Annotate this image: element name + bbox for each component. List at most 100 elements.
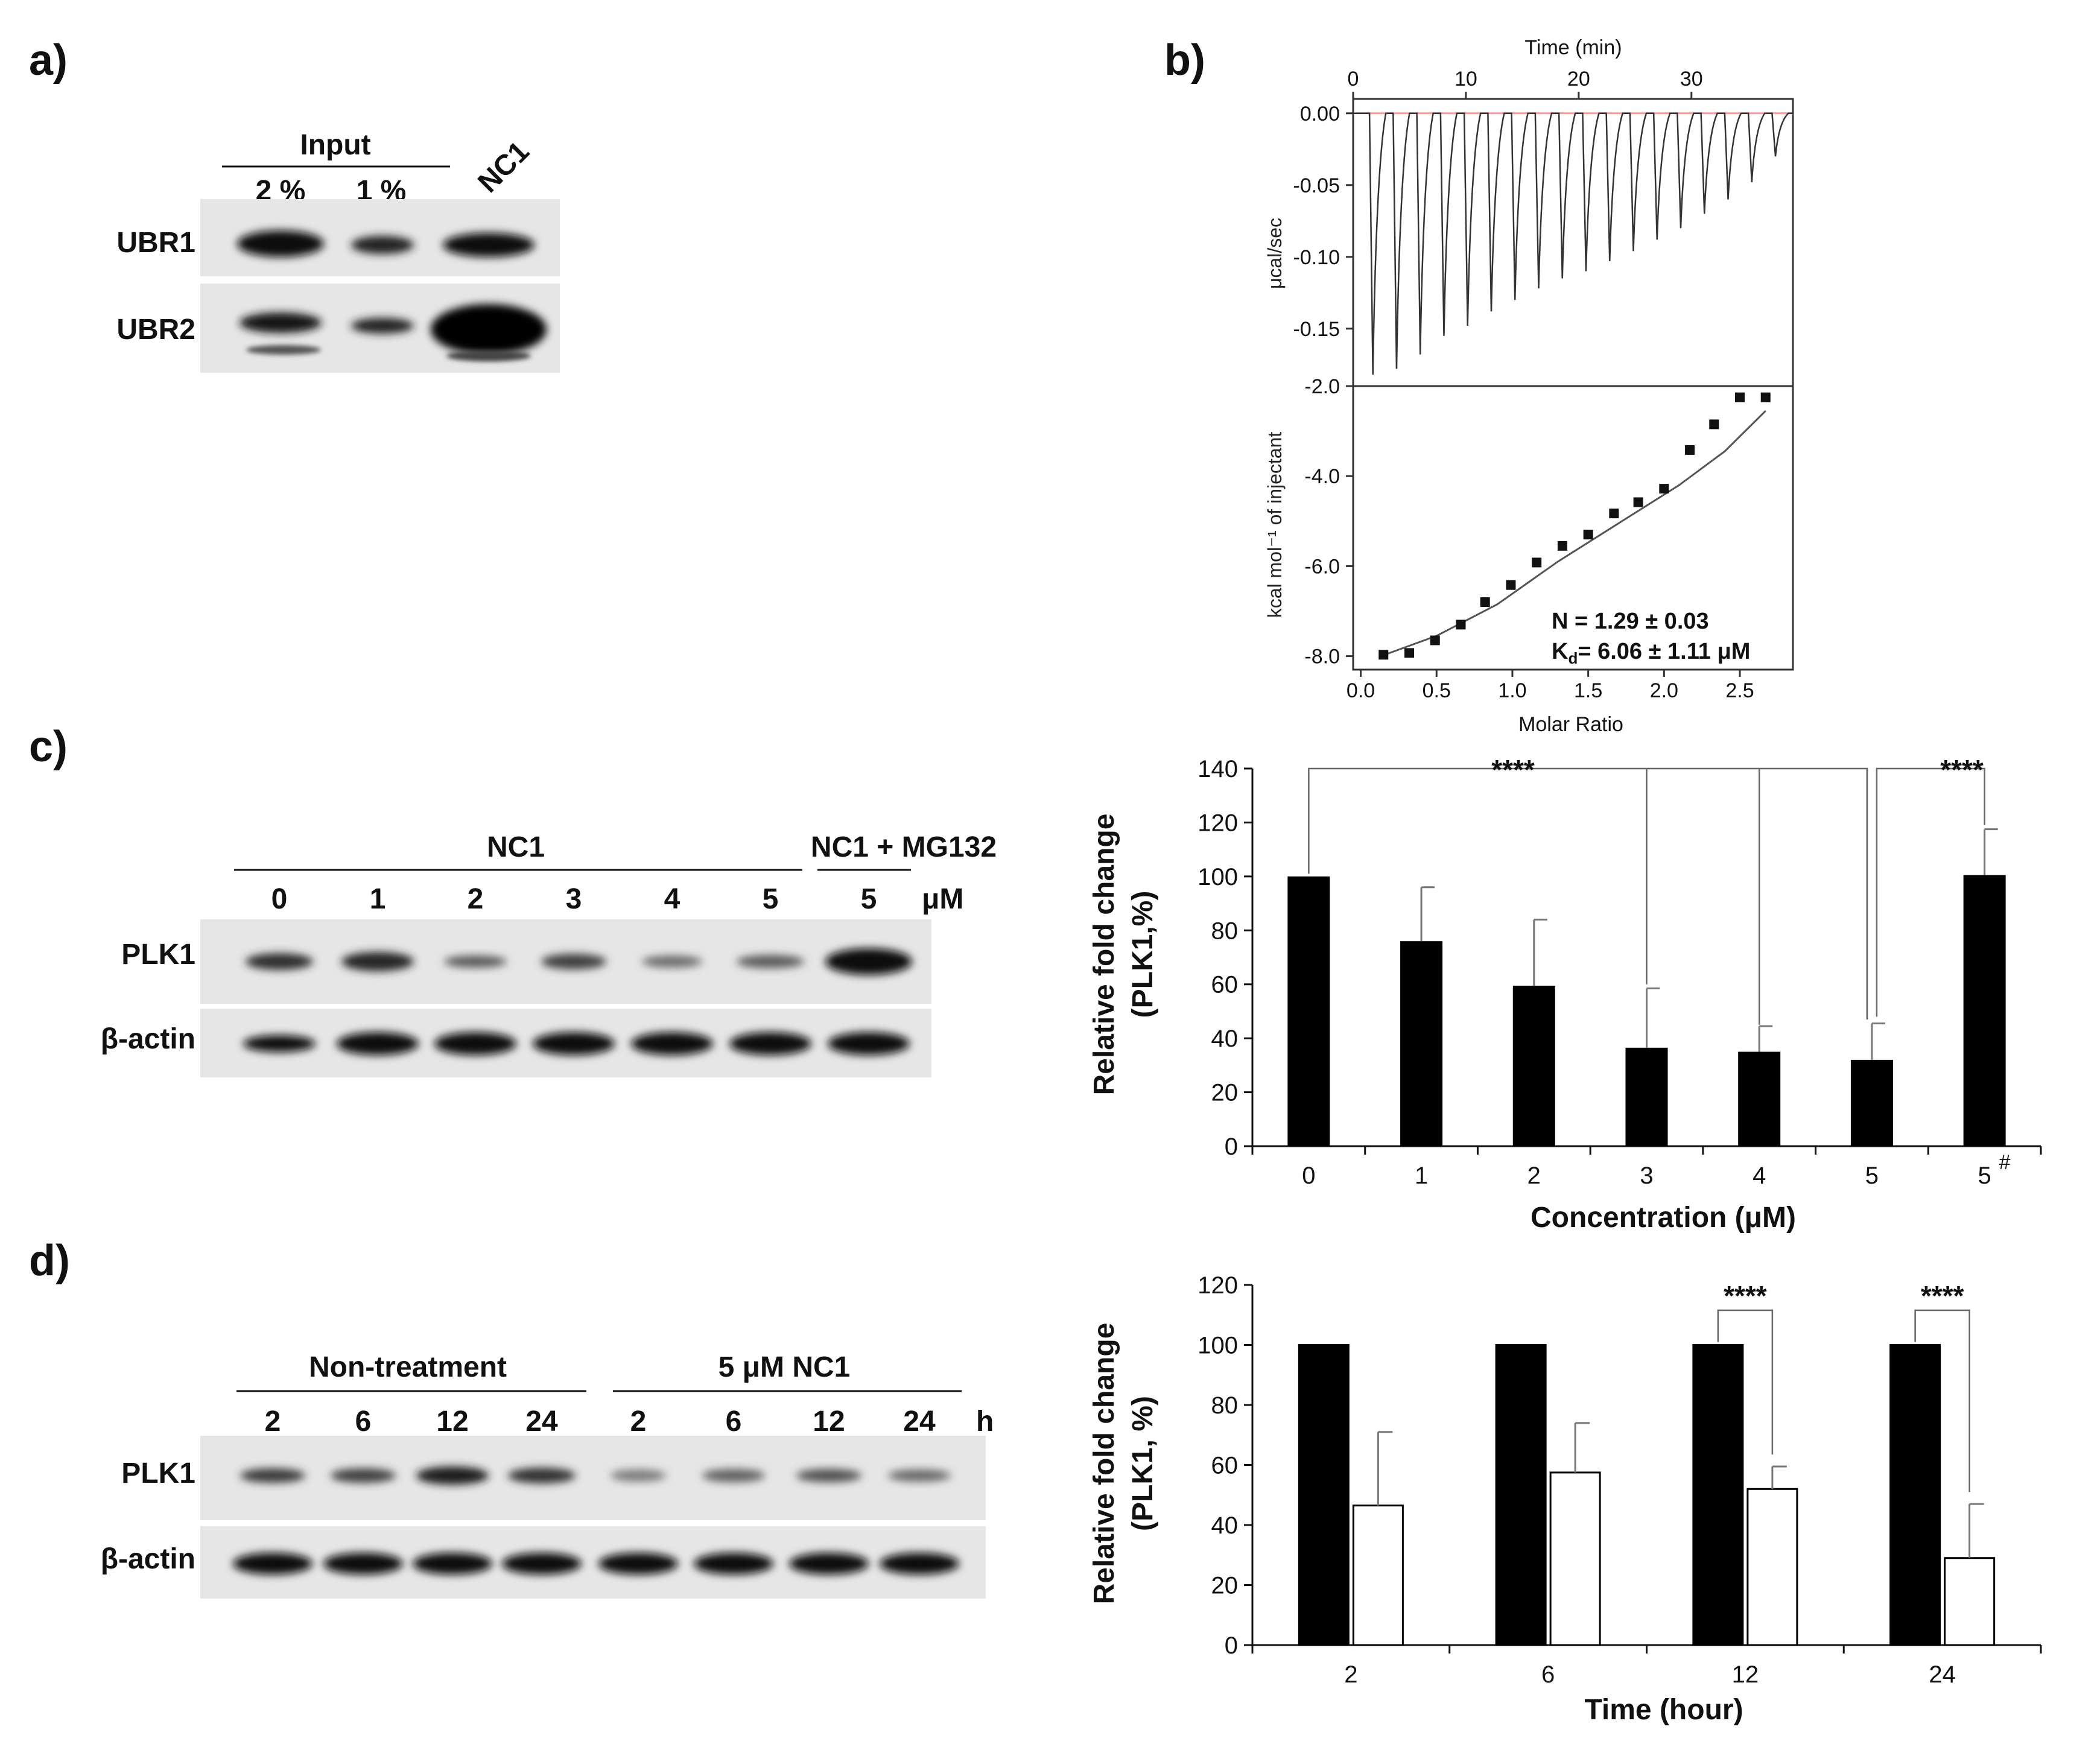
chart-d-bar-nc1 <box>1549 1471 1601 1646</box>
blot-c-group1: NC1 <box>487 831 545 863</box>
chart-d-ylabel: Relative fold change <box>1088 1323 1120 1605</box>
chart-c-ytick-label: 40 <box>1211 1026 1239 1052</box>
itc-fit-point <box>1506 580 1516 590</box>
chart-c-xtick-label: 4 <box>1753 1162 1766 1189</box>
blot-c-lane-label: 5 <box>861 883 877 915</box>
blot-a-band <box>351 318 414 334</box>
panel-label-a: a) <box>29 36 68 84</box>
chart-c-ylabel2: (PLK1,%) <box>1127 891 1159 1018</box>
blot-c-lane-label: 5 <box>763 883 779 915</box>
itc-fit-frame <box>1352 385 1794 671</box>
chart-d-xtick-label: 24 <box>1929 1661 1956 1688</box>
itc-fit-xtick-label: 2.5 <box>1725 679 1754 702</box>
blot-a-row-ubr2: UBR2 <box>116 314 195 346</box>
itc-fit-xtick-label: 0.0 <box>1347 679 1375 702</box>
blot-c-actin-band <box>434 1032 516 1055</box>
blot-d-actin-band <box>598 1553 678 1574</box>
blot-d-plk1-band <box>240 1468 305 1483</box>
itc-fit-point <box>1685 445 1695 455</box>
chart-d-xlabel: Time (hour) <box>1584 1694 1743 1726</box>
blot-d-actin-band <box>502 1553 582 1574</box>
blot-c-plk1-band <box>825 948 912 975</box>
itc-fit-point <box>1583 530 1593 540</box>
blot-d-actin-band <box>323 1553 403 1574</box>
chart-c-ylabel: Relative fold change <box>1088 814 1120 1096</box>
itc-raw-ylabel: μcal/sec <box>1264 218 1286 289</box>
chart-c-xtick-label: 2 <box>1527 1162 1541 1189</box>
itc-top-tick-label: 20 <box>1567 68 1590 90</box>
blot-c-group2: NC1 + MG132 <box>811 831 997 863</box>
blot-d-lane-label: 2 <box>630 1406 647 1438</box>
blot-d-lane-label: 24 <box>903 1406 936 1438</box>
blot-a: Input 2 % 1 % NC1 UBR1 UBR2 <box>116 129 560 373</box>
itc-raw-ytick-label: -0.05 <box>1293 174 1340 197</box>
blot-d-lane-label: 12 <box>436 1406 468 1438</box>
chart-c-ytick-label: 20 <box>1211 1080 1239 1106</box>
panel-label-c: c) <box>29 723 68 771</box>
chart-d-ytick-label: 0 <box>1225 1632 1238 1659</box>
blot-c-lane-label: 0 <box>271 883 288 915</box>
blot-d-actin-band <box>789 1553 869 1574</box>
chart-c-significance-stars: **** <box>1940 754 1984 785</box>
blot-a-band <box>246 345 321 355</box>
chart-d-bar-nc1 <box>1352 1505 1404 1646</box>
blot-c-plk1-band <box>737 955 804 968</box>
itc-fit-point <box>1633 497 1643 507</box>
chart-d-ytick-label: 80 <box>1211 1392 1239 1419</box>
chart-d-bar-nc1 <box>1944 1557 1996 1646</box>
blot-a-band <box>351 236 414 254</box>
chart-c-bar <box>1625 1047 1668 1146</box>
blot-d-lane-label: 24 <box>525 1406 558 1438</box>
blot-d-actin-band <box>880 1553 959 1574</box>
chart-d-significance-stars: **** <box>1724 1280 1767 1311</box>
chart-d-bar-nontreatment <box>1889 1344 1941 1646</box>
itc-fit-point <box>1430 635 1440 645</box>
itc-fit-point <box>1404 648 1415 658</box>
blot-c-lane-label: 2 <box>468 883 484 915</box>
blot-c-plk1-band <box>541 954 606 969</box>
itc-fit-point <box>1557 541 1567 551</box>
blot-a-band <box>431 304 547 355</box>
itc-top-title: Time (min) <box>1524 36 1622 59</box>
chart-c-xtick-label: 1 <box>1415 1162 1428 1189</box>
blot-d-plk1-band <box>888 1470 951 1482</box>
chart-c-bar <box>1963 875 2006 1146</box>
blot-d-unit: h <box>976 1406 994 1438</box>
itc-fit-point <box>1735 392 1745 402</box>
blot-d-plk1-band <box>796 1469 861 1482</box>
blot-c-actin-band <box>337 1032 419 1055</box>
blot-d: Non-treatment 5 μM NC1 2 6 12 24 2 6 12 24 h PL… <box>101 1351 994 1599</box>
itc-fit-ylabel: kcal mol⁻¹ of injectant <box>1264 432 1286 618</box>
blot-d-plk1-band <box>331 1468 396 1483</box>
itc-top-tick-label: 30 <box>1680 68 1703 90</box>
blot-d-plk1-band <box>416 1467 489 1485</box>
chart-d-xtick-label: 6 <box>1541 1661 1555 1688</box>
itc-fit-xlabel: Molar Ratio <box>1518 713 1623 736</box>
blot-d-plk1-band <box>508 1468 576 1483</box>
itc-raw-ytick-label: 0.00 <box>1300 103 1340 125</box>
itc-raw-ytick-label: -0.10 <box>1293 246 1340 269</box>
blot-c-lane-label: 1 <box>370 883 386 915</box>
blot-d-group2: 5 μM NC1 <box>719 1351 851 1383</box>
chart-c-significance-stars: **** <box>1491 754 1535 785</box>
blot-d-group1: Non-treatment <box>309 1351 507 1383</box>
blot-c-plk1-band <box>246 953 313 970</box>
blot-d-actin-band <box>233 1553 312 1574</box>
blot-c-actin-band <box>533 1032 615 1055</box>
chart-d-xtick-label: 2 <box>1344 1661 1357 1688</box>
blot-c-unit: μM <box>922 883 963 915</box>
itc-fit-point <box>1760 392 1771 402</box>
chart-d: 0 20 40 60 80 100 120 2 6 12 24 **** **** Relative f… <box>1088 1272 2042 1726</box>
blot-c-row-actin: β-actin <box>101 1023 195 1055</box>
blot-c-plk1-band <box>341 952 414 971</box>
itc-fit-xtick-label: 0.5 <box>1423 679 1451 702</box>
itc-fit-point <box>1609 509 1619 519</box>
chart-d-bar-nontreatment <box>1495 1344 1547 1646</box>
chart-d-ytick-label: 120 <box>1198 1272 1238 1299</box>
chart-c-category-mark: # <box>1999 1151 2011 1174</box>
blot-d-actin-band <box>694 1553 773 1574</box>
chart-d-xtick-label: 12 <box>1732 1661 1759 1688</box>
blot-a-lane-nc1: NC1 <box>472 135 535 198</box>
blot-d-row-plk1: PLK1 <box>121 1457 195 1489</box>
